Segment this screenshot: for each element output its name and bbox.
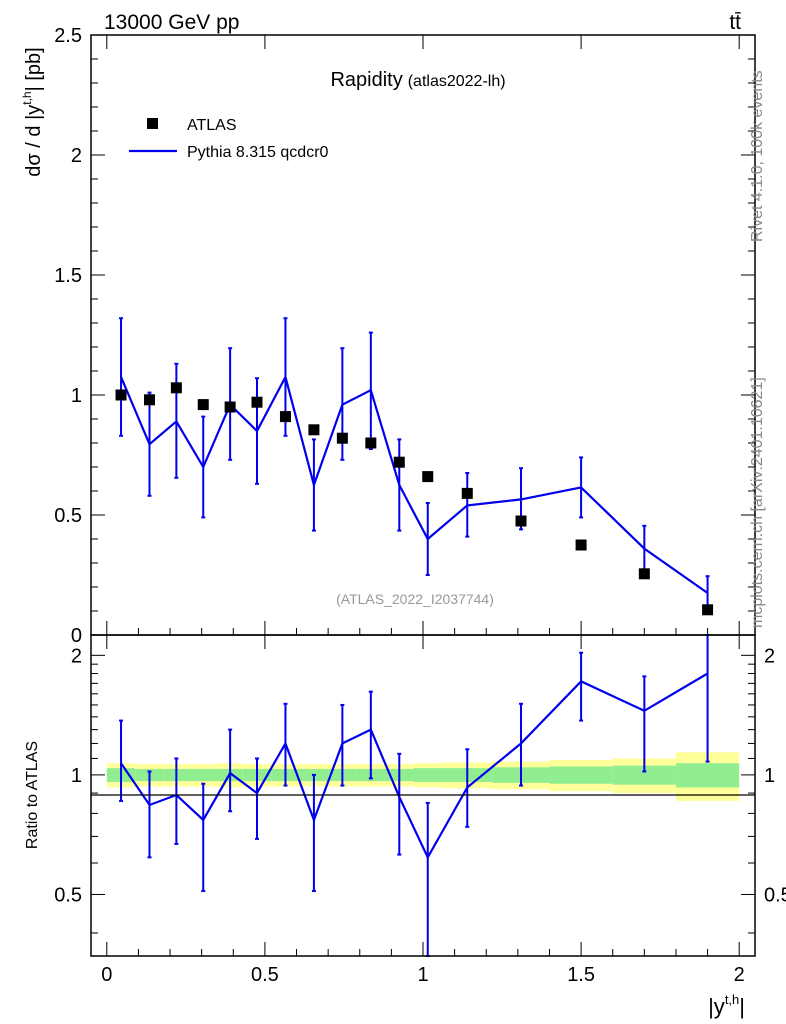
ratio-ytick-label-right: 2 (764, 645, 775, 667)
atlas-data-point (422, 471, 434, 483)
analysis-watermark: (ATLAS_2022_I2037744) (336, 591, 494, 607)
x-axis-label: |yt,h| (708, 992, 745, 1019)
atlas-data-point (308, 424, 320, 436)
ratio-axis-ticks: 0 0.5 1 1.5 2 0.5 0.5 1 1 2 2 (54, 635, 786, 986)
main-ytick-label: 2.5 (54, 25, 82, 47)
main-ytick-label: 0.5 (54, 505, 82, 527)
mc-line (120, 373, 709, 594)
xtick-label: 0 (101, 964, 112, 986)
rivet-info: Rivet 4.1.0, 100k events (749, 70, 766, 242)
main-axis-ticks: 0 0.5 1 1.5 2 2.5 (54, 25, 755, 647)
band-green-bin (612, 765, 676, 785)
atlas-data-point (170, 382, 182, 394)
legend-atlas-marker (147, 118, 158, 129)
atlas-data-point (279, 411, 291, 423)
main-y-axis-label: dσ / d |yt,h| [pb] (20, 47, 45, 176)
legend-atlas-label: ATLAS (187, 117, 237, 134)
chart-marks (115, 317, 714, 957)
atlas-data-point (638, 568, 650, 580)
plot-title-sub: (atlas2022-lh) (408, 73, 506, 90)
atlas-data-point (224, 401, 236, 413)
main-ytick-label: 0 (71, 625, 82, 647)
ratio-y-axis-label: Ratio to ATLAS (24, 741, 41, 849)
atlas-data-point (336, 432, 348, 444)
ratio-line (120, 672, 709, 860)
xtick-label: 2 (734, 964, 745, 986)
plot-title-main: Rapidity (330, 69, 402, 91)
plot-title: Rapidity (atlas2022-lh) (330, 69, 505, 91)
ratio-ytick-label-right: 0.5 (764, 884, 786, 906)
band-green-bin (549, 766, 613, 784)
atlas-data-point (143, 394, 155, 406)
ratio-ytick-label-right: 1 (764, 765, 775, 787)
legend-pythia-label: Pythia 8.315 qcdcr0 (187, 144, 329, 161)
band-green-bin (189, 768, 218, 782)
atlas-data-point (515, 515, 527, 527)
atlas-data-point (575, 539, 587, 551)
xtick-label: 1.5 (567, 964, 595, 986)
energy-label: 13000 GeV pp (104, 11, 239, 34)
ratio-ytick-label-left: 0.5 (54, 884, 82, 906)
main-ytick-label: 1.5 (54, 265, 82, 287)
atlas-data-point (365, 437, 377, 449)
atlas-data-point (393, 456, 405, 468)
atlas-data-point (461, 487, 473, 499)
atlas-data-point (251, 396, 263, 408)
main-ytick-label: 2 (71, 145, 82, 167)
source-info: mcplots.cern.ch [arXiv:2401.10621] (749, 377, 766, 628)
atlas-data-point (702, 604, 714, 616)
band-green-bin (413, 768, 442, 782)
xtick-label: 1 (417, 964, 428, 986)
atlas-data-point (197, 399, 209, 411)
main-ytick-label: 1 (71, 385, 82, 407)
process-label: tt̄ (729, 11, 741, 34)
band-green-bin (675, 763, 740, 788)
xtick-label: 0.5 (251, 964, 279, 986)
ratio-ytick-label-left: 1 (71, 765, 82, 787)
atlas-data-point (115, 389, 127, 401)
ratio-ytick-label-left: 2 (71, 645, 82, 667)
